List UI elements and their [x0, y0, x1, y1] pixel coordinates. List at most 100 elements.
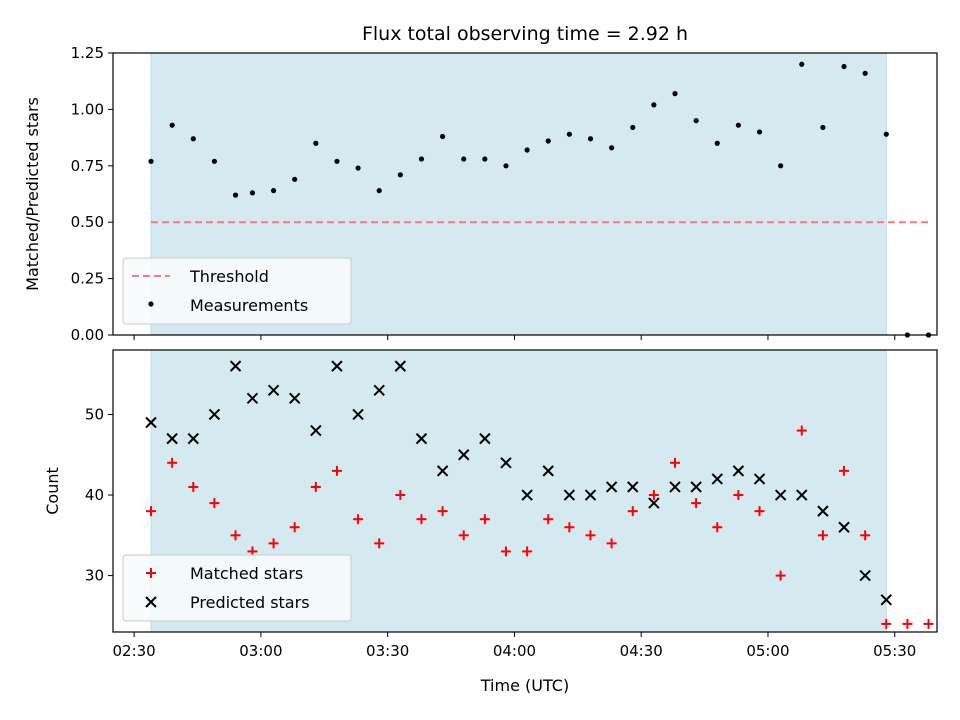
predicted-point-b: [310, 424, 322, 437]
predicted-point: [187, 432, 199, 445]
measurement-point: [355, 165, 361, 171]
predicted-point: [648, 497, 660, 509]
predicted-point-b: [690, 481, 702, 493]
predicted-point-b: [208, 408, 221, 421]
bottom-y-tick-label-0: 30: [85, 567, 104, 585]
predicted-point: [796, 489, 808, 501]
measurement-point: [169, 122, 175, 128]
predicted-point: [753, 473, 766, 485]
bottom-y-axis-label: Count: [43, 467, 62, 515]
matched-point: [146, 506, 157, 517]
predicted-point: [563, 489, 576, 501]
predicted-point: [208, 408, 221, 421]
legend-measurements-marker: [148, 301, 154, 307]
matched-point: [881, 618, 892, 629]
predicted-point: [669, 481, 681, 493]
x-tick-label-4: 04:30: [620, 642, 663, 660]
top-y-tick-label-5: 1.25: [71, 44, 104, 62]
predicted-point-b: [584, 489, 597, 501]
legend-predicted-label: Predicted stars: [190, 593, 310, 612]
legend-matched-plus: [146, 568, 156, 578]
predicted-point: [774, 489, 787, 501]
predicted-point-b: [267, 384, 280, 396]
top-x-ticks: [133, 335, 896, 340]
predicted-point: [584, 489, 597, 501]
measurement-point: [714, 140, 720, 146]
predicted-point-b: [166, 432, 178, 445]
bottom-y-tick-label-1: 40: [85, 486, 104, 504]
matched-point: [564, 522, 575, 533]
bottom-y-tick-label-2: 50: [85, 405, 104, 423]
matched-point: [353, 514, 364, 525]
predicted-point: [859, 569, 871, 582]
predicted-point: [267, 384, 280, 396]
measurement-point: [693, 118, 699, 124]
bottom-plot-marks: [145, 360, 934, 629]
measurement-point: [482, 156, 488, 162]
matched-point: [209, 498, 220, 509]
matched-point: [691, 498, 702, 509]
matched-point: [416, 514, 427, 525]
top-y-tick-label-0: 0.00: [71, 326, 104, 344]
predicted-point-b: [229, 360, 242, 372]
top-y-tick-label-3: 0.75: [71, 157, 104, 175]
predicted-point: [732, 465, 745, 477]
measurement-point: [334, 158, 340, 164]
legend-matched-marker: [146, 568, 156, 578]
predicted-point: [352, 408, 364, 421]
matched-point: [606, 538, 617, 549]
predicted-point-b: [394, 360, 407, 372]
predicted-point: [373, 384, 385, 396]
top-y-tick-label-1: 0.25: [71, 270, 104, 288]
measurement-point: [778, 163, 784, 169]
measurement-point: [292, 176, 298, 182]
matched-point: [839, 465, 850, 476]
predicted-point: [627, 481, 639, 493]
top-legend-box: [122, 257, 352, 325]
predicted-point: [288, 392, 301, 405]
measurement-point: [313, 140, 319, 146]
bottom-x-ticks: 02:30 03:00 03:30 04:00 04:30 05:00 05:30: [113, 632, 916, 660]
predicted-point-b: [880, 594, 892, 606]
top-panel: 0.00 0.25 0.50 0.75 1.00 1.25 Flux total obse…: [23, 23, 938, 344]
matched-point: [500, 546, 511, 557]
bottom-y-ticks: 30 40 50: [85, 405, 113, 585]
predicted-point: [605, 481, 618, 493]
measurement-point: [270, 188, 277, 194]
measurement-point: [190, 136, 196, 142]
chart-title: Flux total observing time = 2.92 h: [362, 23, 688, 45]
predicted-point: [521, 489, 533, 501]
matched-point: [670, 457, 681, 468]
predicted-point: [479, 432, 491, 445]
matched-point: [230, 530, 241, 541]
measurement-point: [440, 133, 446, 140]
predicted-point: [838, 521, 850, 533]
measurement-point: [566, 131, 572, 137]
matched-point: [733, 490, 744, 501]
measurement-point: [756, 129, 763, 135]
measurement-point: [651, 102, 657, 108]
measurement-point: [545, 138, 551, 144]
legend-measurements-label: Measurements: [190, 296, 308, 315]
measurement-point: [418, 156, 425, 162]
matched-point: [437, 506, 448, 517]
measurement-point: [249, 190, 256, 196]
predicted-point-b: [627, 481, 639, 493]
predicted-point-b: [648, 497, 660, 509]
measurement-point: [397, 172, 403, 178]
top-y-tick-label-4: 1.00: [71, 100, 104, 118]
matched-point: [585, 530, 596, 541]
predicted-point: [229, 360, 242, 372]
predicted-point: [690, 481, 702, 493]
predicted-point-b: [458, 449, 470, 461]
x-tick-label-2: 03:30: [366, 642, 409, 660]
measurement-point: [609, 145, 615, 151]
predicted-point-b: [542, 465, 554, 477]
predicted-point-b: [521, 489, 533, 501]
predicted-point-b: [796, 489, 808, 501]
predicted-point-b: [288, 392, 301, 405]
predicted-point-b: [479, 432, 491, 445]
predicted-point-b: [563, 489, 576, 501]
measurement-point: [841, 63, 847, 70]
predicted-point-b: [774, 489, 787, 501]
